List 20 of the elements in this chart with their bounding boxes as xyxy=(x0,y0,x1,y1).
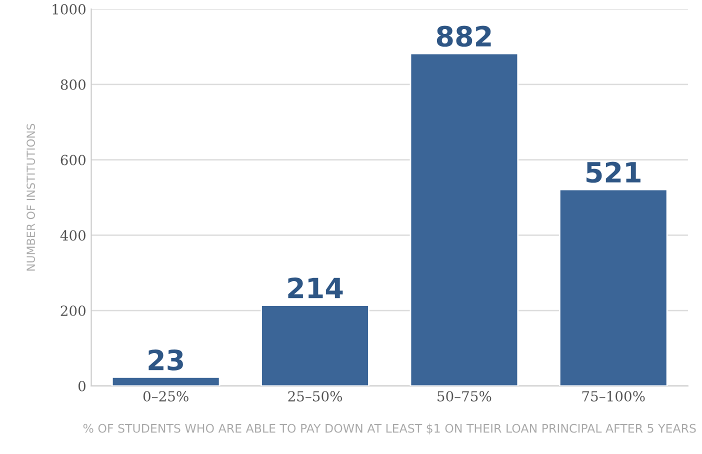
bar xyxy=(260,304,370,386)
data-label: 214 xyxy=(288,277,343,298)
x-tick-label: 75–100% xyxy=(582,391,645,402)
x-axis-title: % OF STUDENTS WHO ARE ABLE TO PAY DOWN AT LEAST $1 ON THEIR LOAN PRINCIPAL AFTER 5 YEARS xyxy=(83,424,696,434)
bar xyxy=(111,376,220,386)
y-tick-label: 600 xyxy=(60,154,86,166)
y-tick-label: 0 xyxy=(78,380,86,392)
y-tick-label: 1000 xyxy=(52,4,86,15)
y-axis-title: NUMBER OF INSTITUTIONS xyxy=(26,124,36,271)
y-tick-label: 800 xyxy=(60,79,86,90)
bar xyxy=(410,52,519,386)
data-label: 23 xyxy=(148,349,183,370)
x-tick-label: 50–75% xyxy=(438,391,492,402)
data-label: 521 xyxy=(586,162,640,183)
y-tick-label: 400 xyxy=(60,230,86,241)
data-label: 882 xyxy=(436,26,491,47)
y-tick-label: 200 xyxy=(60,306,86,316)
x-tick-label: 25–50% xyxy=(288,391,342,402)
x-tick-label: 0–25% xyxy=(143,391,188,402)
bar xyxy=(558,188,668,386)
